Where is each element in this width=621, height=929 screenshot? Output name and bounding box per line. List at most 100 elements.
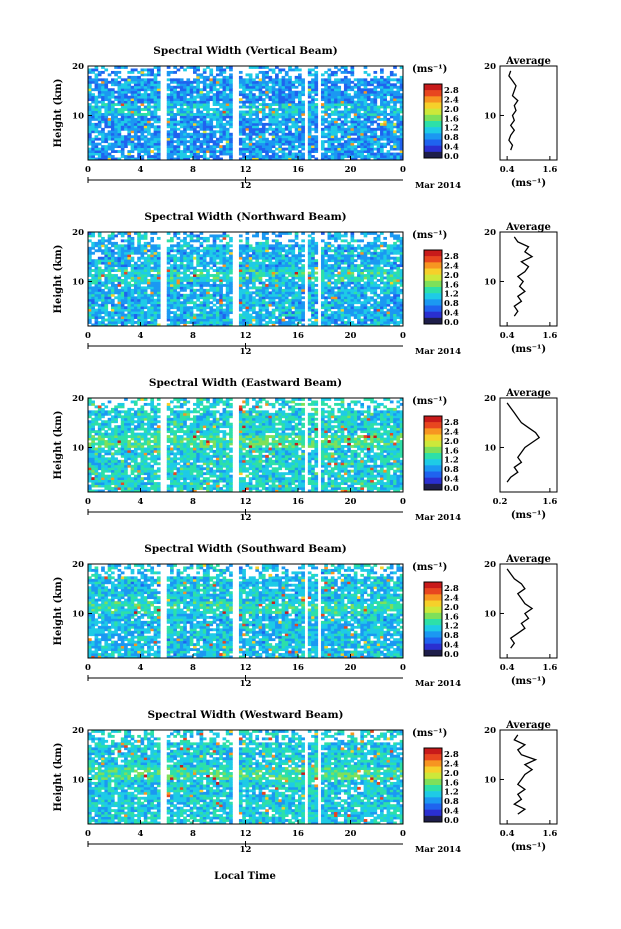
- heatmap-cell: [133, 95, 138, 99]
- heatmap-cell: [350, 137, 355, 141]
- heatmap-cell: [298, 113, 302, 116]
- heatmap-cell: [320, 316, 325, 319]
- heatmap-cell: [399, 115, 404, 119]
- heatmap-cell: [242, 152, 246, 156]
- heatmap-cell: [143, 321, 148, 324]
- heatmap-cell: [147, 73, 151, 77]
- heatmap-cell: [255, 135, 260, 139]
- heatmap-cell: [334, 108, 338, 111]
- heatmap-cell: [140, 271, 145, 275]
- heatmap-cell: [294, 318, 299, 322]
- heatmap-cell: [380, 279, 384, 282]
- heatmap-cell: [88, 296, 92, 300]
- heatmap-cell: [291, 296, 296, 300]
- heatmap-cell: [127, 150, 132, 153]
- heatmap-cell: [199, 279, 204, 282]
- heatmap-cell: [324, 276, 328, 280]
- heatmap-cell: [147, 137, 151, 141]
- heatmap-cell: [350, 120, 355, 124]
- heatmap-cell: [97, 291, 102, 295]
- heatmap-cell: [376, 316, 381, 319]
- heatmap-cell: [202, 80, 207, 84]
- heatmap-cell: [156, 281, 161, 285]
- heatmap-cell: [311, 303, 315, 307]
- heatmap-cell: [196, 108, 200, 111]
- heatmap-cell: [324, 261, 328, 265]
- heatmap-cell: [258, 122, 263, 126]
- heatmap-cell: [229, 108, 233, 111]
- heatmap-cell: [389, 313, 394, 317]
- heatmap-cell: [196, 308, 200, 312]
- heatmap-cell: [320, 279, 325, 282]
- heatmap-cell: [327, 78, 332, 82]
- heatmap-cell: [189, 308, 194, 312]
- heatmap-cell: [88, 256, 92, 260]
- heatmap-cell: [101, 98, 105, 102]
- heatmap-cell: [238, 137, 243, 141]
- heatmap-cell: [199, 323, 204, 327]
- heatmap-cell: [314, 266, 319, 270]
- heatmap-cell: [186, 93, 191, 97]
- heatmap-cell: [133, 264, 138, 268]
- heatmap-cell: [366, 117, 371, 121]
- heatmap-cell: [189, 145, 194, 149]
- heatmap-cell: [386, 316, 391, 319]
- heatmap-cell: [166, 70, 171, 74]
- heatmap-cell: [219, 303, 223, 307]
- heatmap-cell: [127, 70, 132, 74]
- heatmap-cell: [183, 140, 187, 144]
- heatmap-cell: [370, 298, 374, 302]
- heatmap-cell: [133, 316, 138, 319]
- heatmap-cell: [291, 108, 296, 111]
- heatmap-cell: [386, 105, 391, 109]
- heatmap-cell: [373, 100, 378, 104]
- heatmap-cell: [347, 301, 351, 305]
- heatmap-cell: [229, 323, 233, 327]
- heatmap-cell: [212, 98, 217, 102]
- heatmap-cell: [117, 88, 122, 92]
- heatmap-cell: [133, 308, 138, 312]
- heatmap-cell: [393, 73, 397, 77]
- heatmap-cell: [104, 311, 109, 315]
- heatmap-cell: [117, 125, 122, 129]
- heatmap-cell: [373, 264, 378, 268]
- heatmap-cell: [278, 90, 282, 94]
- heatmap-cell: [284, 120, 289, 124]
- heatmap-cell: [104, 105, 109, 109]
- heatmap-cell: [334, 117, 338, 121]
- heatmap-cell: [363, 95, 368, 99]
- x-tick-label: 12: [240, 165, 252, 175]
- heatmap-cell: [219, 130, 223, 134]
- heatmap-cell: [222, 279, 227, 282]
- heatmap-cell: [278, 266, 282, 270]
- heatmap-cell: [186, 269, 191, 272]
- heatmap-cell: [137, 115, 141, 119]
- heatmap-cell: [281, 259, 286, 263]
- heatmap-cell: [268, 78, 273, 82]
- heatmap-cell: [137, 88, 141, 92]
- heatmap-cell: [301, 311, 305, 315]
- heatmap-cell: [242, 88, 246, 92]
- heatmap-cell: [376, 259, 381, 263]
- heatmap-cell: [193, 125, 197, 129]
- heatmap-cell: [179, 137, 184, 141]
- heatmap-cell: [212, 261, 217, 265]
- heatmap-cell: [311, 73, 315, 77]
- heatmap-cell: [215, 298, 220, 302]
- heatmap-cell: [189, 259, 194, 263]
- heatmap-cell: [153, 321, 158, 324]
- heatmap-cell: [242, 276, 246, 280]
- heatmap-cell: [301, 313, 305, 317]
- heatmap-cell: [215, 308, 220, 312]
- heatmap-cell: [170, 301, 174, 305]
- heatmap-cell: [268, 85, 273, 89]
- heatmap-cell: [288, 157, 292, 161]
- heatmap-cell: [212, 135, 217, 139]
- heatmap-cell: [212, 321, 217, 324]
- heatmap-cell: [393, 318, 397, 322]
- heatmap-cell: [242, 93, 246, 97]
- heatmap-cell: [271, 95, 276, 99]
- heatmap-cell: [268, 276, 273, 280]
- heatmap-cell: [255, 120, 260, 124]
- heatmap-cell: [334, 127, 338, 131]
